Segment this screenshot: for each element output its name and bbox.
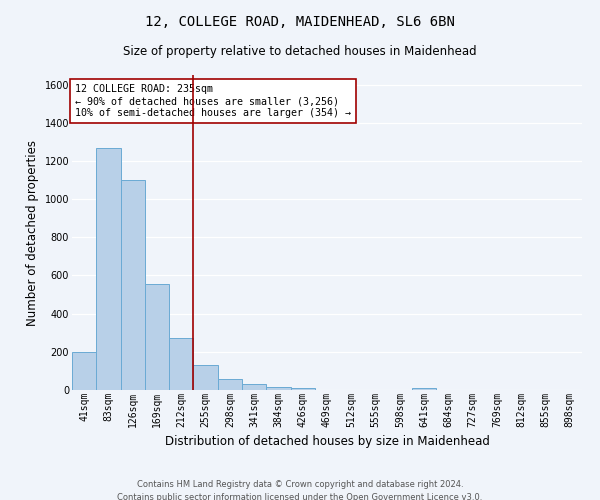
Bar: [218, 378, 242, 390]
Bar: [242, 384, 266, 390]
Text: Size of property relative to detached houses in Maidenhead: Size of property relative to detached ho…: [123, 45, 477, 58]
Bar: [193, 364, 218, 390]
Bar: [72, 352, 96, 390]
Bar: [145, 284, 169, 390]
Bar: [412, 388, 436, 390]
Bar: [121, 180, 145, 390]
Text: Contains public sector information licensed under the Open Government Licence v3: Contains public sector information licen…: [118, 492, 482, 500]
X-axis label: Distribution of detached houses by size in Maidenhead: Distribution of detached houses by size …: [164, 435, 490, 448]
Bar: [169, 338, 193, 390]
Bar: [96, 148, 121, 390]
Bar: [266, 387, 290, 390]
Text: 12 COLLEGE ROAD: 235sqm
← 90% of detached houses are smaller (3,256)
10% of semi: 12 COLLEGE ROAD: 235sqm ← 90% of detache…: [74, 84, 350, 117]
Text: Contains HM Land Registry data © Crown copyright and database right 2024.: Contains HM Land Registry data © Crown c…: [137, 480, 463, 489]
Y-axis label: Number of detached properties: Number of detached properties: [26, 140, 39, 326]
Bar: [290, 388, 315, 390]
Text: 12, COLLEGE ROAD, MAIDENHEAD, SL6 6BN: 12, COLLEGE ROAD, MAIDENHEAD, SL6 6BN: [145, 15, 455, 29]
